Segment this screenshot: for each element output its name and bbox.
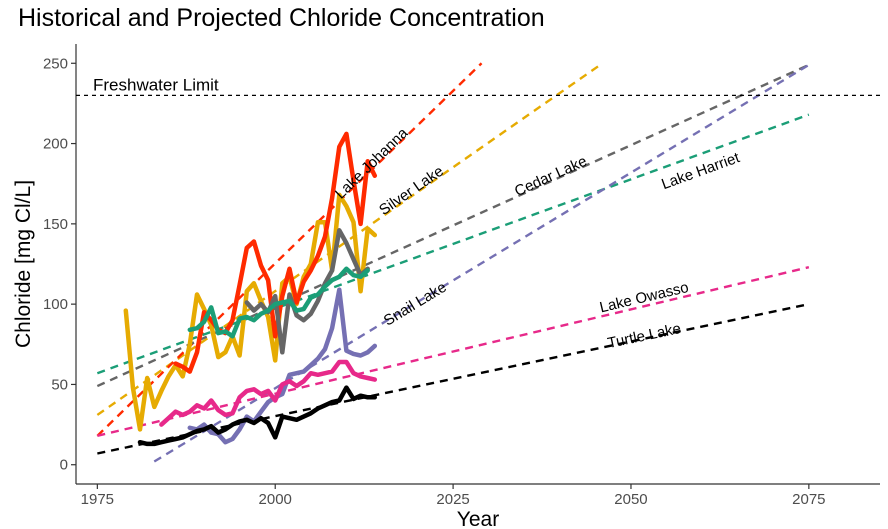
turtle-lake-label: Turtle Lake <box>606 320 682 352</box>
snail-lake-label: Snail Lake <box>381 279 450 330</box>
y-axis-title: Chloride [mg Cl/L] <box>12 180 35 348</box>
turtle-lake-observed-line <box>137 385 378 447</box>
lake-harriet-trend-line <box>96 113 810 375</box>
x-tick-label: 2050 <box>614 491 647 508</box>
cedar-lake-trend-line <box>96 63 810 388</box>
y-tick-label: 150 <box>43 216 68 233</box>
x-tick-label: 2000 <box>259 491 292 508</box>
lake-owasso-observed-line <box>159 359 378 427</box>
observed-lines <box>123 131 378 447</box>
y-tick-label: 250 <box>43 55 68 72</box>
silver-lake-trend-line <box>96 62 604 416</box>
trend-lines <box>96 62 810 463</box>
freshwater-limit-label: Freshwater Limit <box>93 75 219 94</box>
lake-owasso-trend-line <box>97 266 810 437</box>
lake-johanna-trend-line <box>96 62 483 437</box>
turtle-lake-trend-line <box>97 302 810 455</box>
chart-title: Historical and Projected Chloride Concen… <box>18 4 545 32</box>
x-tick-label: 2075 <box>792 491 825 508</box>
freshwater-limit-line: Freshwater Limit <box>76 75 880 96</box>
y-tick-label: 0 <box>60 457 68 474</box>
x-tick-label: 2025 <box>436 491 469 508</box>
cedar-lake-label: Cedar Lake <box>512 153 590 200</box>
x-axis-title: Year <box>457 508 499 529</box>
snail-lake-observed-line <box>187 287 378 445</box>
x-tick-label: 1975 <box>81 491 114 508</box>
lake-harriet-observed-line <box>187 266 370 339</box>
y-tick-label: 200 <box>43 136 68 153</box>
lake-owasso-label: Lake Owasso <box>598 279 690 316</box>
silver-lake-label: Silver Lake <box>376 163 447 219</box>
y-tick-label: 100 <box>43 296 68 313</box>
lake-johanna-observed-line <box>173 131 378 374</box>
lake-harriet-label: Lake Harriet <box>659 149 742 193</box>
y-tick-label: 50 <box>51 376 68 393</box>
axes: 0 50 100 150 200 250 1975 2000 2025 2050 2075 Year C… <box>12 44 880 529</box>
snail-lake-trend-line <box>153 63 810 463</box>
